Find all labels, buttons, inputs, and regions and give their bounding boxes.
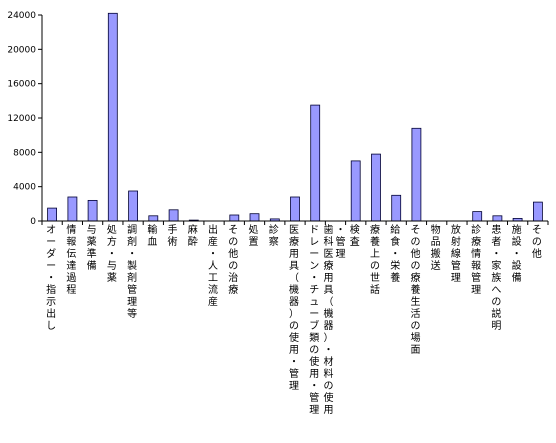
y-axis: 0 4000 8000 12000 16000 20000 24000 <box>7 11 43 227</box>
x-tick-label: 処置 <box>249 223 259 248</box>
x-tick-label: 情報伝達過程 <box>66 223 76 296</box>
bar <box>290 196 300 222</box>
x-tick-label: その他の療養生活の場面 <box>410 224 420 356</box>
y-tick-label: 12000 <box>7 114 36 124</box>
x-tick-label: 処方・与薬 <box>107 223 117 284</box>
y-tick-label: 4000 <box>13 183 36 193</box>
x-tick-label: 麻酔 <box>188 223 198 248</box>
bar <box>472 211 483 222</box>
bar <box>67 196 78 222</box>
x-axis <box>41 220 549 225</box>
bar <box>229 214 240 222</box>
x-tick-label: 与薬準備 <box>87 224 97 272</box>
bar <box>391 194 402 222</box>
x-tick-label: 放射線管理 <box>451 223 461 284</box>
y-tick-label: 20000 <box>7 45 36 55</box>
bar <box>371 153 381 222</box>
bar <box>249 213 260 222</box>
bar <box>411 127 422 222</box>
bar <box>168 209 179 222</box>
x-tick-label: 医療用具（機器）の使用・管理 <box>289 224 299 392</box>
bar <box>492 215 503 222</box>
x-tick-label: 施設・設備 <box>512 223 522 284</box>
x-tick-label: 給食・栄養 <box>390 223 400 284</box>
x-tick-label: ドレーン・チューブ類の使用・管理 <box>309 225 319 416</box>
bars <box>47 12 543 222</box>
x-tick-label: 療養上の世話 <box>370 223 380 296</box>
x-tick-label: その他の治療 <box>228 224 238 296</box>
x-tick-label: 出産・人工流産 <box>208 223 218 308</box>
bar <box>87 199 98 222</box>
x-tick-label: 手術 <box>168 223 178 248</box>
x-tick-label: 診療情報管理 <box>471 223 481 296</box>
y-tick-label: 16000 <box>7 80 36 90</box>
bar <box>47 207 57 222</box>
x-tick-label: オーダー・指示出し <box>46 224 56 332</box>
x-tick-label: 診察 <box>269 223 279 248</box>
x-tick-label: 患者・家族への説明 <box>491 224 501 332</box>
x-tick-label: 歯科医療用具（機器）・材料の使用・管理 <box>323 223 345 416</box>
y-tick-label: 8000 <box>13 148 36 158</box>
bar <box>533 201 543 222</box>
y-tick-label: 0 <box>30 217 36 227</box>
x-tick-label: 物品搬送 <box>431 223 441 272</box>
bar <box>148 215 159 222</box>
x-tick-label: 検査 <box>350 223 360 248</box>
x-tick-label: その他 <box>532 224 542 260</box>
bar <box>128 190 139 222</box>
bar <box>107 12 118 222</box>
x-tick-label: 輸血 <box>147 223 157 248</box>
y-tick-label: 24000 <box>7 11 36 21</box>
bar <box>350 160 361 222</box>
x-tick-label: 調剤・製剤管理等 <box>127 223 137 320</box>
bar <box>310 104 321 222</box>
